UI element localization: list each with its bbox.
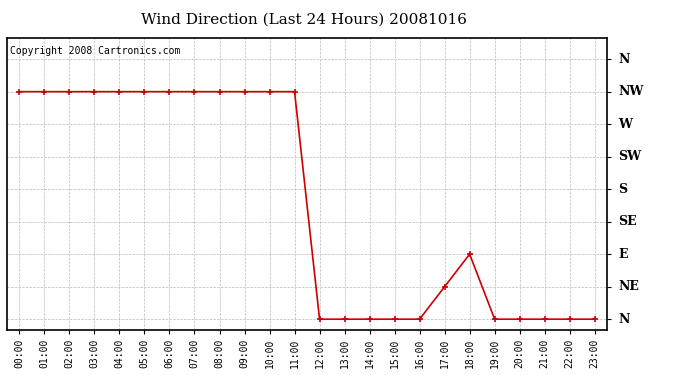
Text: Copyright 2008 Cartronics.com: Copyright 2008 Cartronics.com xyxy=(10,46,180,56)
Text: E: E xyxy=(618,248,628,261)
Text: NW: NW xyxy=(618,85,644,98)
Text: SE: SE xyxy=(618,215,637,228)
Text: W: W xyxy=(618,118,632,130)
Text: N: N xyxy=(618,53,630,66)
Text: N: N xyxy=(618,313,630,326)
Text: NE: NE xyxy=(618,280,639,293)
Text: Wind Direction (Last 24 Hours) 20081016: Wind Direction (Last 24 Hours) 20081016 xyxy=(141,13,466,27)
Text: SW: SW xyxy=(618,150,642,163)
Text: S: S xyxy=(618,183,627,196)
